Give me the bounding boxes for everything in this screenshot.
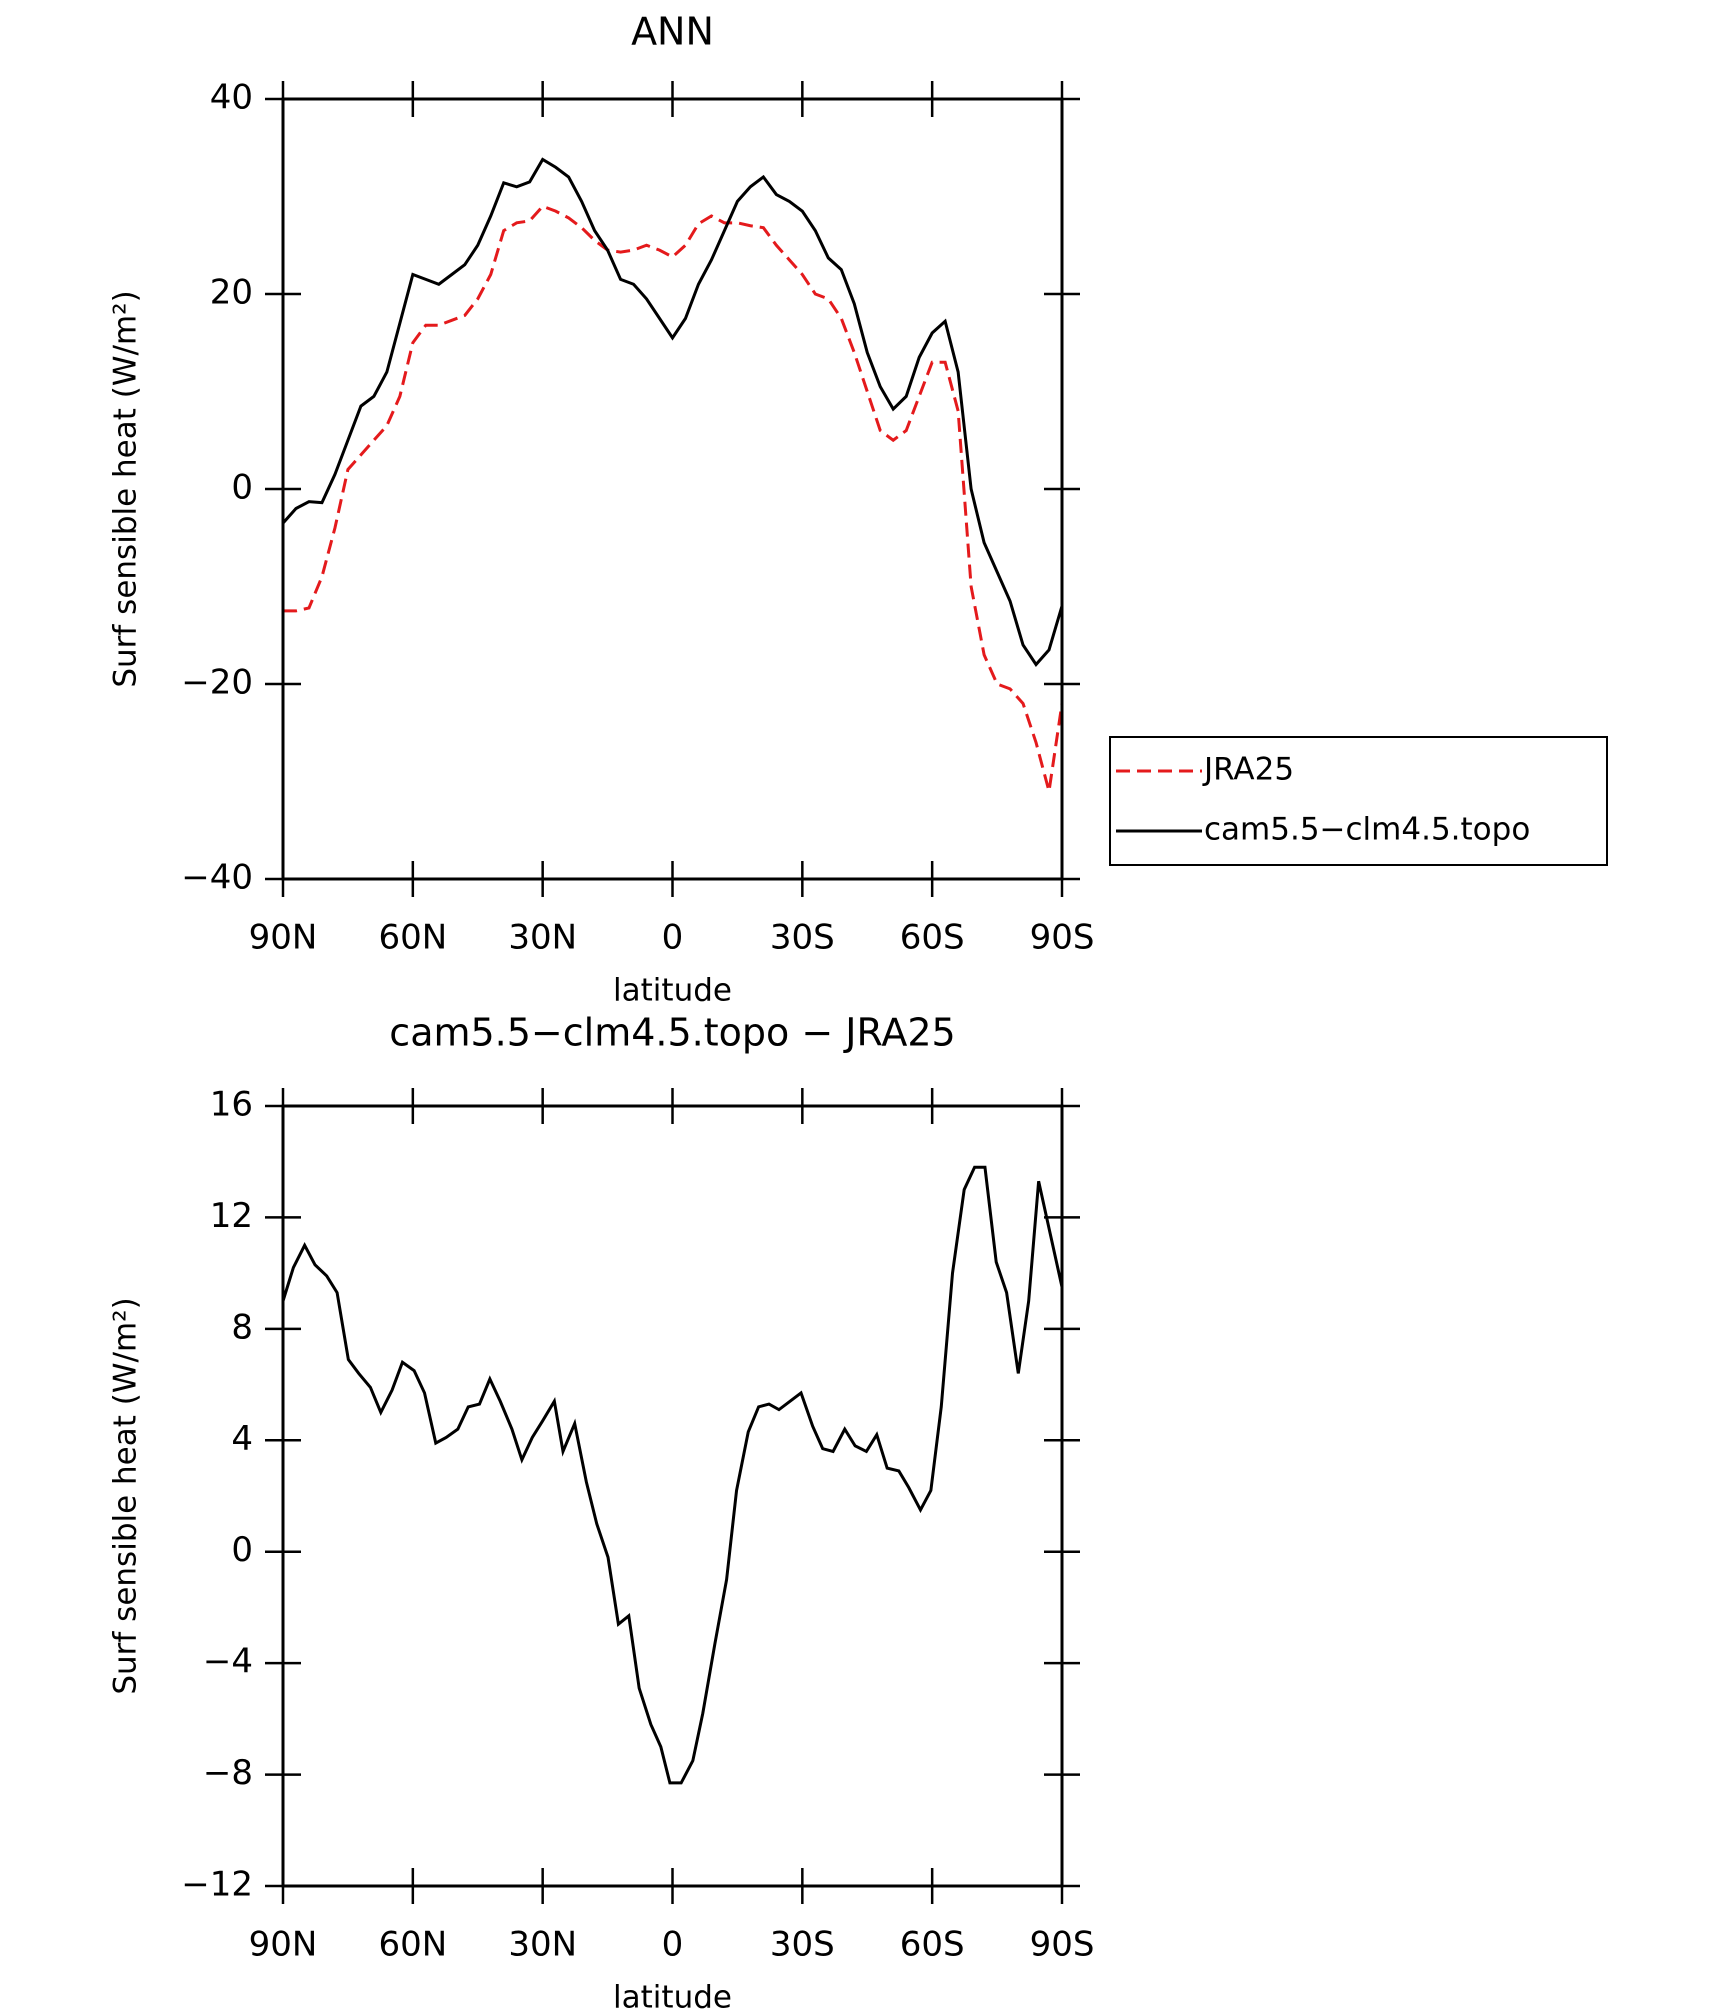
- x-tick-label: 30S: [770, 1925, 835, 1965]
- legend-box: [1109, 736, 1608, 866]
- chart-title: ANN: [631, 10, 714, 54]
- legend-label: cam5.5−clm4.5.topo: [1204, 812, 1530, 848]
- y-tick-label: −8: [203, 1753, 253, 1793]
- y-tick-label: 40: [210, 78, 253, 118]
- x-tick-label: 60S: [900, 1925, 965, 1965]
- x-axis-label: latitude: [613, 1980, 732, 2010]
- legend-label: JRA25: [1202, 752, 1294, 788]
- x-tick-label: 30N: [508, 1925, 577, 1965]
- chart-title: cam5.5−clm4.5.topo − JRA25: [389, 1011, 955, 1055]
- x-axis-label: latitude: [613, 973, 732, 1009]
- y-tick-label: 8: [231, 1307, 253, 1347]
- y-tick-label: 0: [231, 1530, 253, 1570]
- y-tick-label: 4: [231, 1419, 253, 1459]
- data-line: [281, 157, 1064, 667]
- y-tick-label: 16: [210, 1085, 253, 1125]
- x-tick-label: 90N: [249, 1925, 318, 1965]
- y-tick-label: 0: [231, 468, 253, 508]
- x-tick-label: 60N: [378, 1925, 447, 1965]
- x-tick-label: 90S: [1030, 1925, 1095, 1965]
- x-tick-label: 60N: [378, 918, 447, 958]
- y-tick-label: 20: [210, 273, 253, 313]
- x-tick-label: 30S: [770, 918, 835, 958]
- y-tick-label: −20: [181, 663, 253, 703]
- y-axis-label: Surf sensible heat (W/m²): [108, 290, 144, 687]
- data-line: [283, 204, 1064, 792]
- x-tick-label: 0: [662, 918, 684, 958]
- y-axis-label: Surf sensible heat (W/m²): [108, 1297, 144, 1694]
- y-tick-label: −12: [181, 1865, 253, 1905]
- y-tick-label: −4: [203, 1642, 253, 1682]
- y-tick-label: −40: [181, 858, 253, 898]
- x-tick-label: 90N: [249, 918, 318, 958]
- x-tick-label: 60S: [900, 918, 965, 958]
- x-tick-label: 90S: [1030, 918, 1095, 958]
- y-tick-label: 12: [210, 1196, 253, 1236]
- plot-frame: [281, 97, 1064, 881]
- x-tick-label: 30N: [508, 918, 577, 958]
- data-line: [281, 1165, 1064, 1785]
- x-tick-label: 0: [662, 1925, 684, 1965]
- plot-frame: [281, 1104, 1064, 1888]
